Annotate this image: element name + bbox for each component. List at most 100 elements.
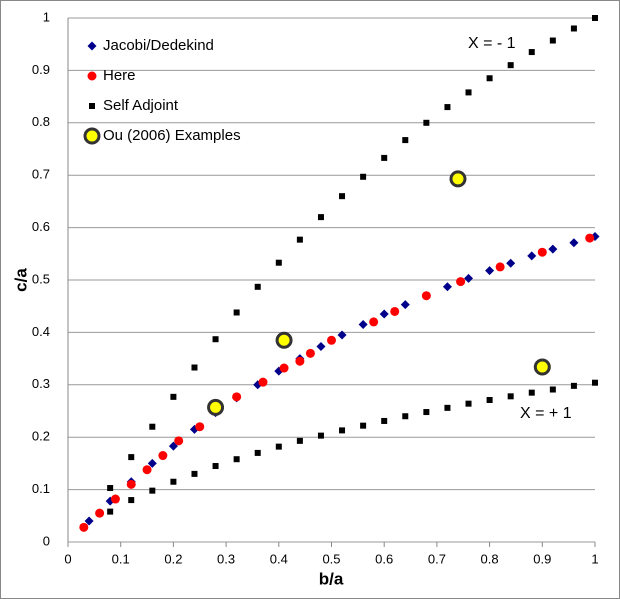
y-tick-label: 0.7 [32, 167, 50, 182]
point [107, 508, 114, 515]
point [296, 236, 303, 243]
point [485, 266, 495, 276]
point [279, 363, 289, 373]
point [149, 423, 156, 430]
y-tick-label: 0.2 [32, 429, 50, 444]
y-tick-label: 0.6 [32, 219, 50, 234]
point [207, 398, 225, 416]
point [585, 233, 595, 243]
point [528, 49, 535, 56]
y-tick-label: 0.5 [32, 271, 50, 286]
x-tick-label: 0.1 [112, 551, 130, 566]
y-axis-title: c/a [11, 268, 30, 292]
x-tick-label: 0.9 [533, 551, 551, 566]
x-tick-label: 0 [64, 551, 71, 566]
point [533, 358, 551, 376]
point [569, 238, 579, 248]
point [570, 25, 577, 32]
point [570, 382, 577, 389]
point [381, 417, 388, 424]
point [258, 377, 268, 387]
point [465, 89, 472, 96]
point [95, 508, 105, 518]
point [149, 487, 156, 494]
point [327, 335, 336, 345]
point [337, 330, 347, 340]
point [254, 283, 261, 290]
point [527, 251, 537, 261]
point [444, 104, 451, 111]
legend-marker [89, 103, 95, 109]
point [232, 392, 242, 402]
point [295, 356, 305, 366]
annotation: X = + 1 [520, 405, 572, 422]
point [390, 306, 400, 316]
point [537, 247, 547, 257]
point [592, 15, 598, 21]
point [195, 422, 205, 432]
x-tick-label: 0.4 [270, 551, 288, 566]
point [305, 348, 315, 358]
point [128, 497, 135, 504]
point [465, 400, 472, 407]
point [456, 277, 466, 287]
point [107, 485, 114, 492]
point [191, 470, 198, 477]
point [464, 273, 474, 283]
point [369, 317, 379, 327]
point [506, 258, 516, 268]
point [549, 386, 556, 393]
point [423, 119, 430, 126]
point [170, 478, 177, 485]
point [402, 413, 409, 420]
point [174, 436, 184, 446]
point [402, 137, 409, 144]
point [421, 291, 431, 301]
point [212, 463, 219, 470]
y-tick-label: 0.4 [32, 324, 50, 339]
point [275, 331, 293, 349]
point [84, 516, 94, 526]
x-tick-label: 0.2 [164, 551, 182, 566]
x-axis-title: b/a [319, 569, 344, 588]
point [158, 451, 168, 461]
point [379, 309, 389, 319]
legend-label: Self Adjoint [103, 97, 179, 114]
point [495, 262, 505, 272]
point [233, 456, 240, 463]
x-tick-label: 0.5 [322, 551, 340, 566]
point [275, 443, 282, 450]
point [296, 437, 303, 444]
point [486, 396, 493, 403]
point [275, 259, 282, 266]
point [444, 404, 451, 411]
legend-label: Here [103, 67, 136, 84]
point [486, 75, 493, 82]
point [549, 37, 556, 44]
x-tick-label: 0.8 [481, 551, 499, 566]
point [142, 465, 152, 475]
point [254, 449, 261, 456]
point [548, 244, 558, 254]
point [339, 427, 346, 434]
y-tick-label: 0.9 [32, 62, 50, 77]
legend-marker [87, 41, 97, 51]
point [316, 342, 326, 352]
x-tick-label: 0.3 [217, 551, 235, 566]
legend-label: Jacobi/Dedekind [103, 37, 214, 54]
point [191, 364, 198, 371]
legend-marker [87, 71, 97, 81]
point [170, 393, 177, 400]
y-tick-label: 0.8 [32, 114, 50, 129]
point [400, 300, 410, 310]
x-tick-label: 0.6 [375, 551, 393, 566]
point [79, 522, 89, 532]
y-tick-label: 1 [43, 9, 50, 24]
legend-label: Ou (2006) Examples [103, 127, 241, 144]
point [317, 432, 324, 439]
x-tick-label: 1 [591, 551, 598, 566]
x-tick-label: 0.7 [428, 551, 446, 566]
point [128, 454, 135, 461]
point [147, 458, 157, 468]
